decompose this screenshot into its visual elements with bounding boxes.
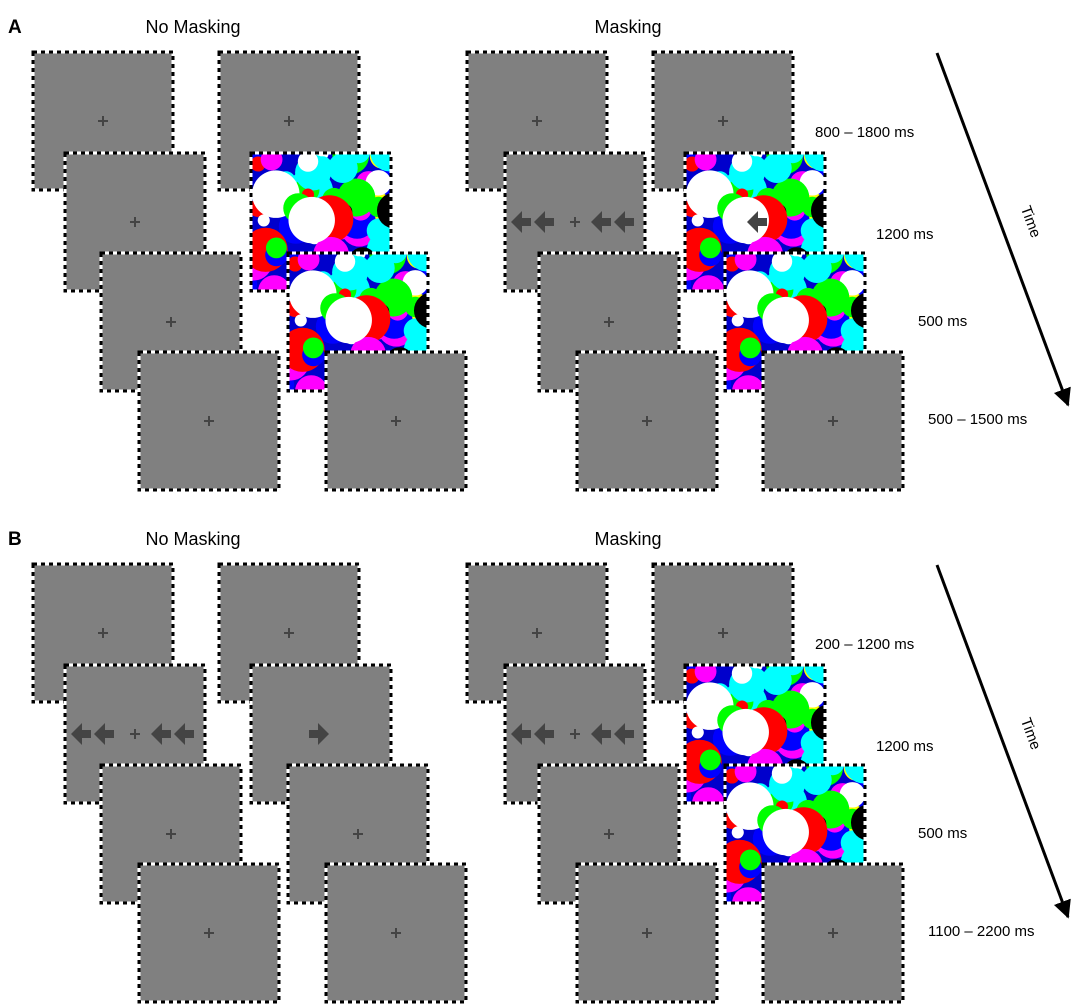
frame-border-dash <box>324 350 468 492</box>
time-label: Time <box>1017 204 1044 241</box>
timing-label: 500 ms <box>918 313 967 330</box>
frame-border-dash <box>575 862 719 1004</box>
timing-label: 500 ms <box>918 825 967 842</box>
timing-label: 1200 ms <box>876 738 934 755</box>
stimulus-frame <box>137 862 281 1004</box>
condition-title: No Masking <box>145 17 240 37</box>
condition-title: Masking <box>594 529 661 549</box>
panel-label: A <box>8 17 22 38</box>
stimulus-frame <box>137 350 281 492</box>
frame-border-dash <box>137 862 281 1004</box>
frame-border-dash <box>137 350 281 492</box>
stimulus-frame <box>761 350 905 492</box>
timing-label: 1200 ms <box>876 226 934 243</box>
condition-title: No Masking <box>145 529 240 549</box>
timing-label: 800 – 1800 ms <box>815 124 914 141</box>
stimulus-frame <box>575 350 719 492</box>
frame-border-dash <box>324 862 468 1004</box>
timing-label: 200 – 1200 ms <box>815 636 914 653</box>
timing-label: 1100 – 2200 ms <box>928 923 1034 940</box>
stimulus-frame <box>324 862 468 1004</box>
condition-title: Masking <box>594 17 661 37</box>
stimulus-frame <box>761 862 905 1004</box>
panel-label: B <box>8 529 22 550</box>
frame-border-dash <box>761 862 905 1004</box>
timing-label: 500 – 1500 ms <box>928 411 1027 428</box>
stimulus-frame <box>324 350 468 492</box>
time-arrow <box>935 564 1071 919</box>
time-arrow <box>935 52 1071 407</box>
frame-border-dash <box>575 350 719 492</box>
frame-border-dash <box>761 350 905 492</box>
stimulus-frame <box>575 862 719 1004</box>
time-label: Time <box>1017 716 1044 753</box>
